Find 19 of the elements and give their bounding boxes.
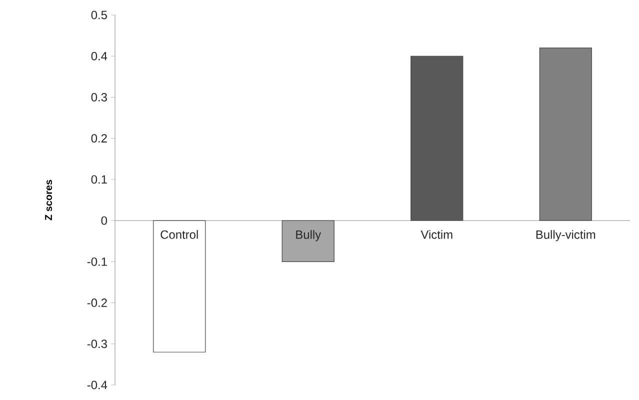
y-tick-label: -0.3 bbox=[87, 340, 107, 348]
y-tick-label: -0.1 bbox=[87, 257, 107, 266]
y-tick-label: 0.1 bbox=[91, 175, 107, 184]
bar bbox=[539, 48, 592, 221]
y-axis-title: Z scores bbox=[45, 180, 52, 220]
y-tick-label: 0.5 bbox=[91, 10, 107, 20]
bar bbox=[282, 220, 334, 262]
y-tick-label: -0.2 bbox=[87, 298, 107, 308]
x-tick-label: Bully-victim bbox=[536, 230, 596, 242]
x-tick-label: Victim bbox=[420, 230, 452, 239]
bar bbox=[153, 220, 206, 352]
y-tick-label: 0 bbox=[101, 216, 108, 225]
y-tick-label: -0.4 bbox=[87, 380, 108, 390]
y-tick-label: 0.2 bbox=[91, 134, 107, 143]
bar bbox=[410, 56, 464, 221]
y-tick-label: 0.4 bbox=[91, 52, 108, 60]
x-tick-label: Bully bbox=[296, 230, 322, 242]
x-tick-label: Control bbox=[160, 230, 198, 239]
y-tick-label: 0.3 bbox=[91, 92, 107, 102]
